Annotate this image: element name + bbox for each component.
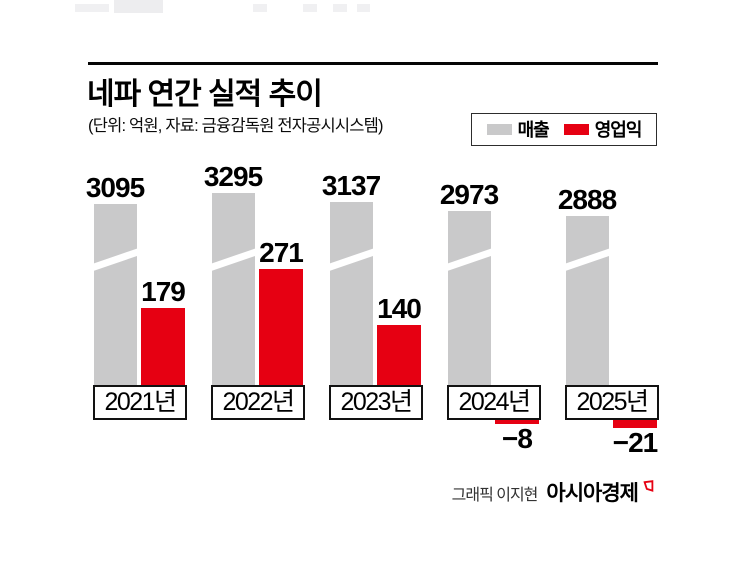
revenue-bar <box>447 211 491 385</box>
legend: 매출 영업익 <box>471 113 657 146</box>
revenue-value-label: 3095 <box>85 172 145 203</box>
profit-value-label: 179 <box>141 276 186 308</box>
revenue-value-label: 2888 <box>557 184 617 215</box>
axis-break-mark <box>93 246 137 273</box>
year-label: 2023년 <box>340 388 413 416</box>
year-label: 2025년 <box>576 388 649 416</box>
profit-swatch-icon <box>563 124 589 135</box>
cropped-text-artifact <box>357 4 370 12</box>
year-label-box: 2025년 <box>565 385 659 420</box>
cropped-text-artifact <box>303 4 317 12</box>
year-label-box: 2021년 <box>93 385 187 420</box>
axis-break-mark <box>211 246 255 273</box>
revenue-bar <box>565 216 609 385</box>
revenue-bar <box>211 193 255 385</box>
year-label: 2024년 <box>458 388 531 416</box>
year-label-box: 2024년 <box>447 385 541 420</box>
profit-bar <box>141 308 185 385</box>
profit-value-label: 140 <box>377 293 422 325</box>
revenue-value-label: 2973 <box>439 179 499 210</box>
revenue-bar <box>329 202 373 385</box>
revenue-swatch-icon <box>486 124 512 135</box>
cropped-text-artifact <box>75 4 109 12</box>
revenue-bar <box>93 204 137 385</box>
cropped-text-artifact <box>333 4 347 12</box>
axis-break-mark <box>447 246 491 273</box>
profit-value-label: 271 <box>259 237 304 268</box>
page-title: 네파 연간 실적 추이 <box>87 78 323 111</box>
profit-bar <box>259 269 303 385</box>
legend-item-revenue: 매출 <box>486 119 550 140</box>
axis-break-mark <box>329 246 373 273</box>
unit-source-note: (단위: 억원, 자료: 금융감독원 전자공시시스템) <box>88 117 384 135</box>
cropped-text-artifact <box>114 0 163 13</box>
brand-name: 아시아경제 <box>546 482 639 505</box>
revenue-value-label: 3295 <box>203 161 263 192</box>
profit-value-label: −21 <box>612 427 658 459</box>
cropped-text-artifact <box>253 4 267 12</box>
year-label-box: 2022년 <box>211 385 305 420</box>
profit-bar <box>495 419 539 424</box>
profit-value-label: −8 <box>502 423 533 454</box>
axis-break-mark <box>565 246 609 273</box>
credit-line: 그래픽 이지현 아시아경제 <box>452 477 658 507</box>
revenue-value-label: 3137 <box>321 170 381 201</box>
profit-bar <box>377 325 421 385</box>
legend-label-profit: 영업익 <box>594 119 643 140</box>
profit-bar <box>613 419 657 428</box>
legend-item-profit: 영업익 <box>563 119 643 140</box>
title-divider-rule <box>88 62 658 65</box>
legend-label-revenue: 매출 <box>517 119 550 140</box>
graphic-credit: 그래픽 이지현 <box>451 487 539 504</box>
year-label: 2021년 <box>104 388 177 416</box>
year-label: 2022년 <box>222 388 295 416</box>
brand-logo-icon <box>643 479 654 497</box>
year-label-box: 2023년 <box>329 385 423 420</box>
